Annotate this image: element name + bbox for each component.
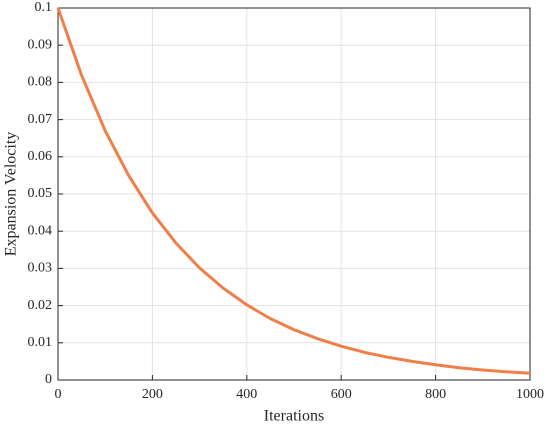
- y-tick-label: 0.06: [28, 149, 53, 164]
- y-tick-label: 0.05: [28, 186, 53, 201]
- x-axis-label: Iterations: [264, 408, 324, 425]
- x-tick-label: 0: [55, 387, 62, 402]
- y-tick-label: 0.09: [28, 37, 53, 52]
- x-tick-label: 600: [331, 387, 352, 402]
- line-series: [56, 7, 531, 375]
- y-tick-label: 0.08: [28, 75, 53, 90]
- y-tick-label: 0.07: [28, 112, 53, 127]
- y-tick-label: 0: [45, 372, 52, 387]
- y-tick-label: 0.02: [28, 298, 53, 313]
- plot-frame: [57, 7, 531, 381]
- y-tick-label: 0.04: [28, 223, 53, 238]
- x-tick-label: 800: [425, 387, 446, 402]
- y-tick-label: 0.01: [28, 335, 53, 350]
- x-tick-label: 400: [236, 387, 257, 402]
- y-tick-label: 0.1: [35, 0, 53, 15]
- y-axis-label: Expansion Velocity: [3, 132, 20, 257]
- x-tick-label: 1000: [516, 387, 544, 402]
- x-tick-label: 200: [142, 387, 163, 402]
- y-tick-label: 0.03: [28, 261, 53, 276]
